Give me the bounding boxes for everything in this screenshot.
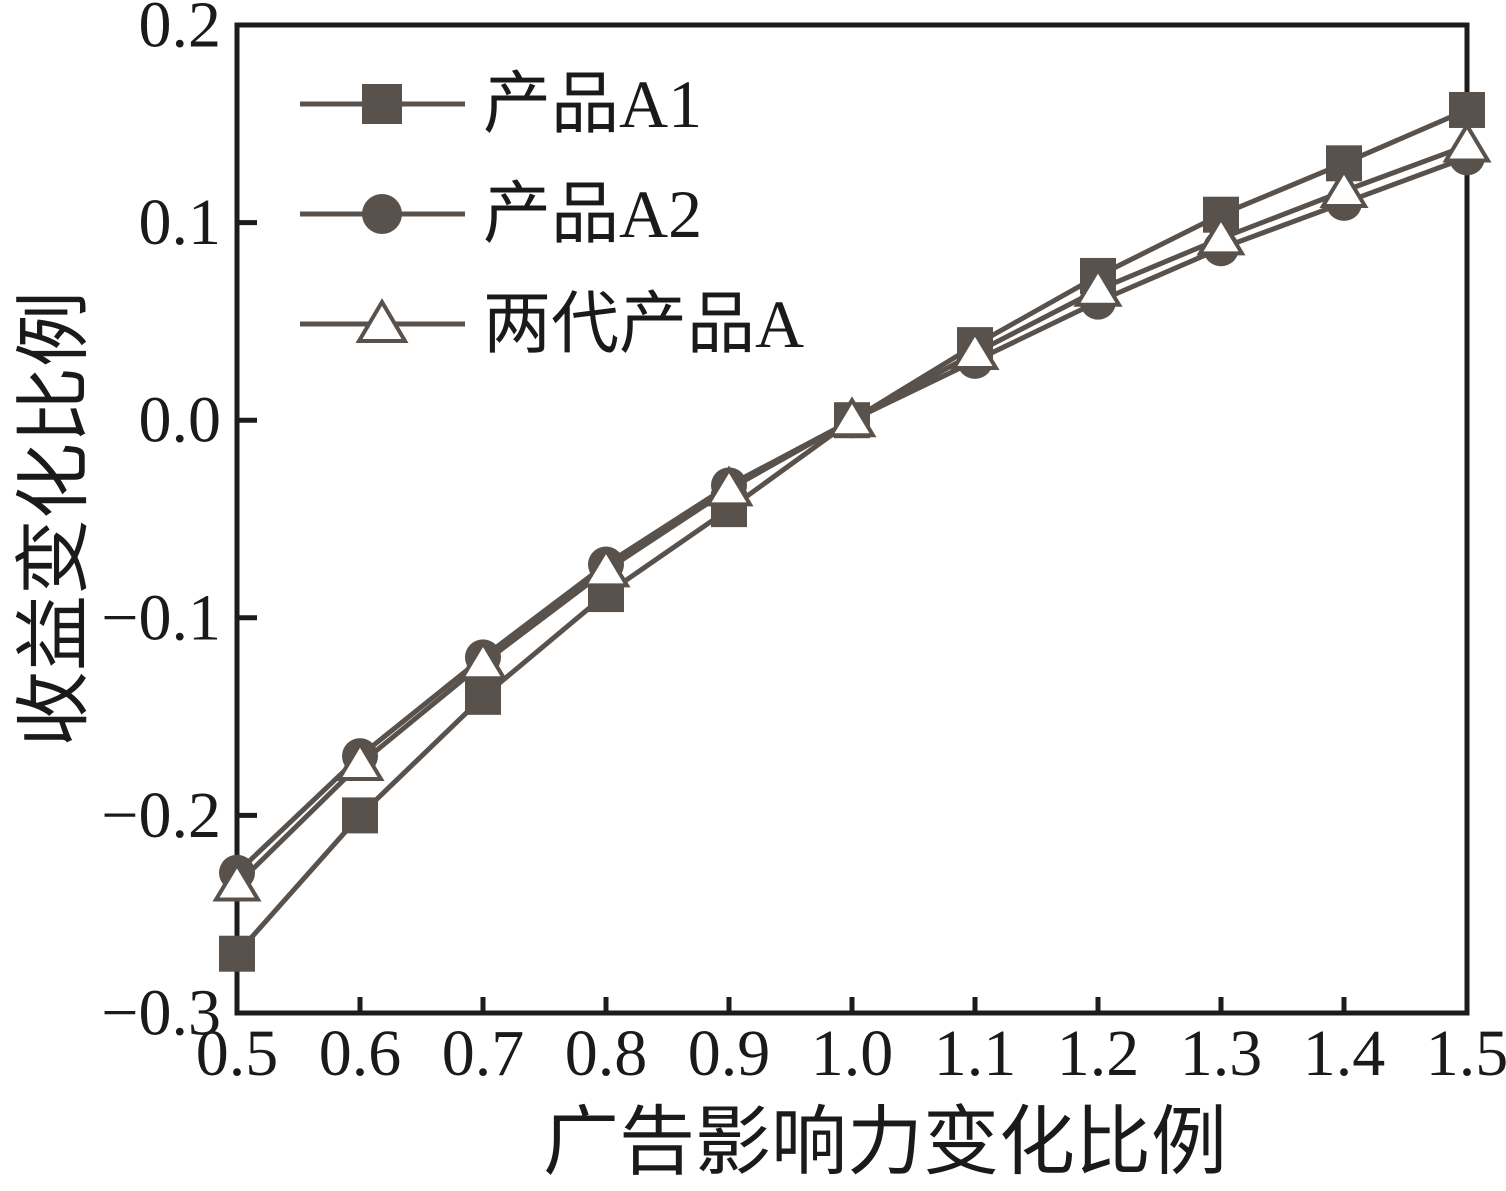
legend-item-both-generations: 两代产品A [300, 286, 804, 362]
plot-frame [234, 22, 1470, 1016]
data-point-triangle [704, 465, 754, 507]
data-point-triangle [212, 860, 262, 902]
data-point-triangle [1196, 214, 1246, 256]
x-tick-label: 1.4 [1303, 1017, 1386, 1090]
x-tick-label: 1.5 [1426, 1017, 1506, 1090]
y-tick-label: −0.1 [101, 581, 221, 654]
data-point-triangle [458, 639, 508, 681]
data-point-triangle [827, 396, 877, 438]
x-tick-label: 1.2 [1057, 1017, 1140, 1090]
y-tick-label: −0.2 [101, 779, 221, 852]
plot-area: 0.2 0.1 0.0 −0.1 −0.2 −0.30.5 0.6 0.7 0.8 0.9 1.0 1… [101, 0, 1506, 1090]
y-tick-label: 0.0 [139, 384, 222, 457]
data-point-triangle [335, 740, 385, 782]
circle-marker-icon [300, 194, 465, 234]
x-tick-label: 0.7 [442, 1017, 525, 1090]
data-point-triangle [355, 298, 409, 343]
legend-label: 产品A1 [483, 66, 702, 142]
data-point-square [219, 935, 255, 972]
x-tick-label: 0.6 [319, 1017, 402, 1090]
x-tick-label: 0.8 [565, 1017, 648, 1090]
legend: 产品A1 产品A2 两代产品A [300, 66, 804, 362]
data-point-triangle [1442, 121, 1492, 163]
x-tick-label: 1.0 [811, 1017, 894, 1090]
y-tick-label: 0.2 [139, 0, 222, 62]
legend-label: 产品A2 [483, 176, 702, 252]
x-tick-label: 0.5 [196, 1017, 279, 1090]
data-point-triangle [1073, 265, 1123, 307]
x-tick-label: 1.3 [1180, 1017, 1263, 1090]
series-line-2 [235, 143, 1468, 887]
legend-item-product-a1: 产品A1 [300, 66, 702, 142]
data-point-triangle [950, 329, 1000, 371]
legend-label: 两代产品A [483, 286, 804, 362]
data-point-circle [362, 194, 402, 234]
data-point-triangle [581, 546, 631, 588]
y-tick-label: 0.1 [139, 186, 222, 259]
series-2 [212, 121, 1492, 902]
x-tick-label: 0.9 [688, 1017, 771, 1090]
y-axis-title: 收益变化比例 [13, 291, 97, 747]
square-marker-icon [300, 84, 465, 124]
y-tick-label: −0.3 [101, 977, 221, 1050]
data-point-square [362, 84, 402, 124]
series-line-1 [235, 155, 1468, 875]
data-point-square [342, 797, 378, 834]
data-point-square [465, 678, 501, 715]
legend-item-product-a2: 产品A2 [300, 176, 702, 252]
series-1 [219, 139, 1485, 891]
triangle-marker-icon [300, 298, 465, 343]
x-axis-title: 广告影响力变化比例 [543, 1101, 1227, 1185]
series-line-0 [235, 107, 1468, 956]
x-tick-label: 1.1 [934, 1017, 1017, 1090]
data-point-triangle [1319, 167, 1369, 208]
series-0 [219, 91, 1485, 972]
